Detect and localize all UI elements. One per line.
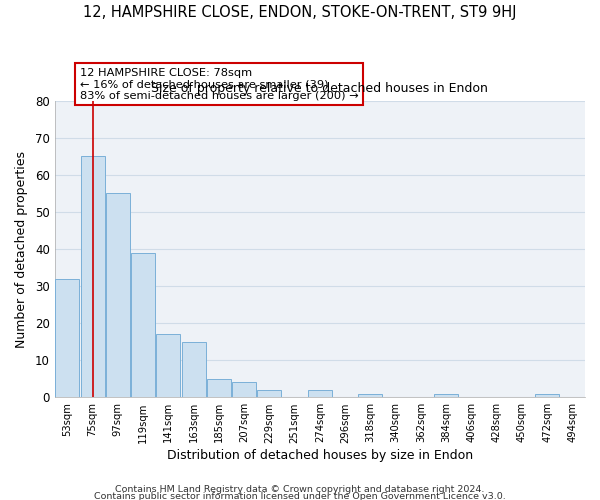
Bar xyxy=(182,342,206,398)
Bar xyxy=(257,390,281,398)
Bar xyxy=(106,194,130,398)
Bar xyxy=(308,390,332,398)
Bar xyxy=(434,394,458,398)
Y-axis label: Number of detached properties: Number of detached properties xyxy=(15,150,28,348)
Text: Contains public sector information licensed under the Open Government Licence v3: Contains public sector information licen… xyxy=(94,492,506,500)
Bar xyxy=(535,394,559,398)
Bar xyxy=(80,156,104,398)
Bar xyxy=(207,379,231,398)
Bar xyxy=(358,394,382,398)
Text: Contains HM Land Registry data © Crown copyright and database right 2024.: Contains HM Land Registry data © Crown c… xyxy=(115,486,485,494)
X-axis label: Distribution of detached houses by size in Endon: Distribution of detached houses by size … xyxy=(167,450,473,462)
Bar xyxy=(232,382,256,398)
Text: 12 HAMPSHIRE CLOSE: 78sqm
← 16% of detached houses are smaller (39)
83% of semi-: 12 HAMPSHIRE CLOSE: 78sqm ← 16% of detac… xyxy=(80,68,359,100)
Title: Size of property relative to detached houses in Endon: Size of property relative to detached ho… xyxy=(151,82,488,96)
Bar xyxy=(157,334,181,398)
Text: 12, HAMPSHIRE CLOSE, ENDON, STOKE-ON-TRENT, ST9 9HJ: 12, HAMPSHIRE CLOSE, ENDON, STOKE-ON-TRE… xyxy=(83,5,517,20)
Bar xyxy=(131,252,155,398)
Bar xyxy=(55,278,79,398)
